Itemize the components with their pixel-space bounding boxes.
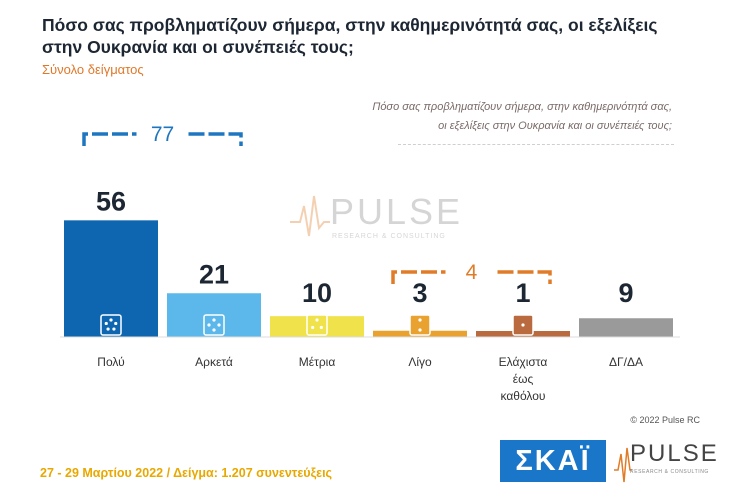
footer-sample-info: 27 - 29 Μαρτίου 2022 / Δείγμα: 1.207 συν…: [40, 466, 333, 480]
level-icon-dot: [212, 318, 216, 322]
level-icon-2: [306, 314, 328, 336]
question-note-rule: [398, 144, 674, 145]
level-icon-dot: [521, 323, 525, 327]
pulse-logo-name: PULSE: [630, 440, 719, 467]
level-icon-dot: [418, 318, 422, 322]
bar-5: [579, 318, 673, 337]
level-icon-3: [409, 314, 431, 336]
level-icon-dot: [106, 327, 110, 331]
chart-title: Πόσο σας προβληματίζουν σήμερα, στην καθ…: [42, 15, 658, 57]
group-total-label-0: 77: [151, 123, 174, 146]
bar-value-label-1: 21: [199, 259, 229, 289]
category-label-3: Λίγο: [408, 355, 432, 369]
bar-value-label-3: 3: [412, 278, 427, 308]
level-icon-dot: [319, 325, 323, 330]
chart-subtitle: Σύνολο δείγματος: [42, 62, 144, 77]
watermark-tagline: RESEARCH & CONSULTING: [332, 233, 446, 240]
bar-value-label-0: 56: [96, 186, 126, 216]
level-icon-dot: [315, 318, 319, 322]
level-icon-dot: [418, 328, 422, 332]
watermark: PULSE RESEARCH & CONSULTING: [290, 191, 463, 240]
group-bracket-0: [82, 132, 243, 146]
question-note-line-1: Πόσο σας προβληματίζουν σήμερα, στην καθ…: [372, 101, 672, 113]
group-total-label-1: 4: [466, 261, 478, 284]
copyright: © 2022 Pulse RC: [630, 415, 700, 425]
level-icon-dot: [114, 321, 118, 326]
level-icon-dot: [311, 325, 315, 330]
pulse-logo: PULSE RESEARCH & CONSULTING: [614, 440, 717, 486]
bar-value-label-5: 9: [618, 278, 633, 308]
level-icon-dot: [212, 328, 216, 332]
category-label-0: Πολύ: [97, 355, 124, 369]
level-icon-dot: [109, 318, 113, 322]
bar-chart: PULSE RESEARCH & CONSULTING 56 Πολύ 21 Αρκε…: [60, 123, 680, 403]
category-label-2: Μέτρια: [299, 355, 336, 369]
question-note: Πόσο σας προβληματίζουν σήμερα, στην καθ…: [292, 98, 672, 136]
level-icon-dot: [207, 323, 211, 327]
level-icon-dot: [217, 323, 221, 327]
watermark-pulse-wave-icon: [290, 195, 330, 237]
category-label-1: Αρκετά: [195, 355, 233, 369]
question-note-line-2: οι εξελίξεις στην Ουκρανία και οι συνέπε…: [438, 120, 672, 132]
category-label-4: Ελάχιστα έως καθόλου: [499, 355, 548, 403]
level-icon-1: [203, 314, 225, 336]
skai-logo: ΣΚΑΪ: [500, 440, 606, 482]
watermark-name: PULSE: [330, 191, 463, 232]
level-icon-dot: [112, 327, 116, 331]
category-label-5: ΔΓ/ΔΑ: [609, 355, 643, 369]
level-icon-dot: [104, 321, 108, 326]
bar-value-label-4: 1: [515, 278, 530, 308]
pulse-logo-tagline: RESEARCH & CONSULTING: [630, 469, 709, 475]
group-bracket-1: [391, 270, 552, 284]
pulse-wave-icon: [614, 447, 632, 483]
bar-value-label-2: 10: [302, 278, 332, 308]
level-icon-0: [100, 314, 122, 336]
